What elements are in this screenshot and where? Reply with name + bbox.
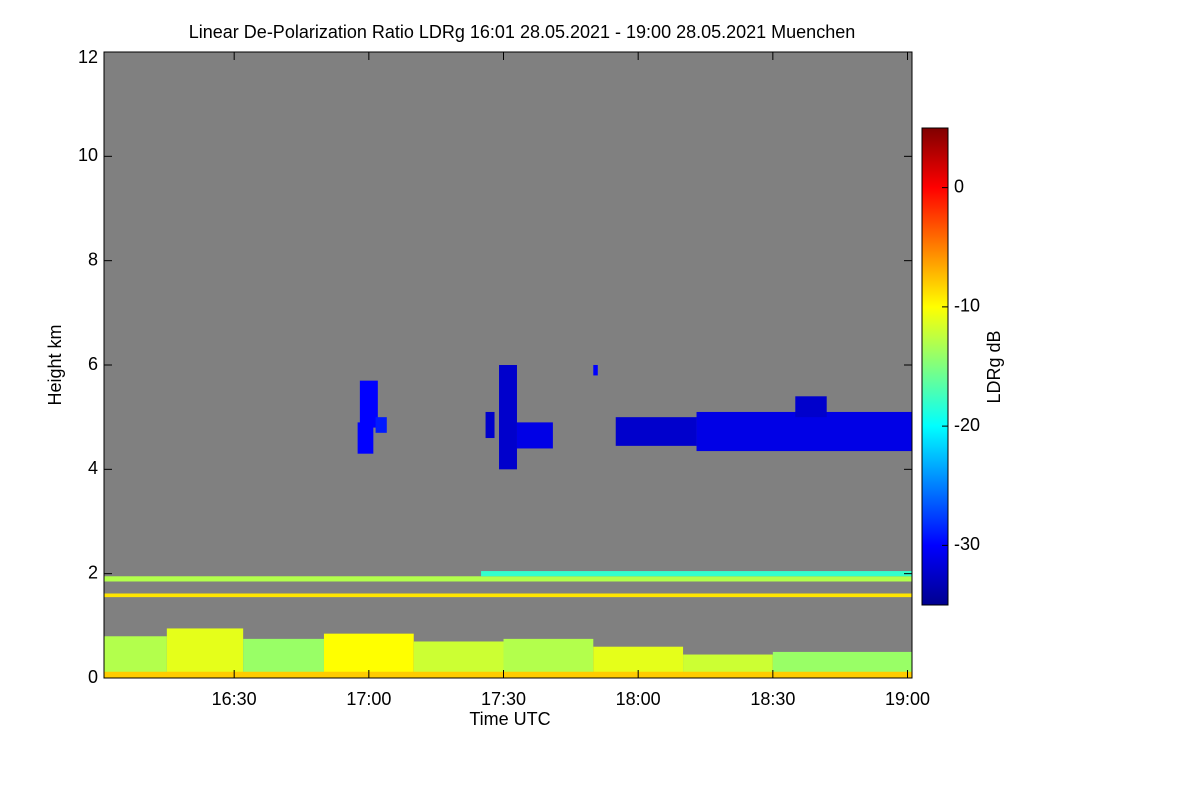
y-tick-label: 0 [88, 667, 98, 687]
colorbar-tick-label: -30 [954, 534, 980, 554]
heatmap-cell [104, 576, 912, 582]
heatmap-cell [485, 411, 495, 439]
x-tick-label: 18:00 [616, 689, 661, 709]
colorbar-tick-label: 0 [954, 176, 964, 196]
heatmap-cell [166, 628, 244, 678]
x-tick-label: 16:30 [212, 689, 257, 709]
heatmap-cell [795, 396, 827, 418]
heatmap-cell [104, 636, 167, 678]
heatmap-cell [104, 671, 912, 678]
colorbar-tick-label: -20 [954, 415, 980, 435]
heatmap-cell [375, 417, 387, 433]
y-tick-label: 12 [78, 47, 98, 67]
y-tick-label: 8 [88, 249, 98, 269]
heatmap-cell [243, 638, 324, 678]
colorbar [921, 127, 949, 606]
y-tick-label: 4 [88, 458, 98, 478]
heatmap-cell [503, 638, 594, 678]
heatmap-cell [104, 593, 912, 598]
y-tick-label: 10 [78, 145, 98, 165]
heatmap-cell [359, 380, 378, 428]
heatmap-cell [499, 365, 517, 470]
chart-title: Linear De-Polarization Ratio LDRg 16:01 … [189, 22, 855, 42]
heatmap-cell [615, 417, 697, 446]
colorbar-label: LDRg dB [984, 330, 1004, 403]
heatmap-cell [696, 411, 912, 452]
heatmap-cell [593, 365, 598, 376]
y-axis-label: Height km [45, 324, 65, 405]
x-tick-label: 17:00 [346, 689, 391, 709]
x-tick-label: 18:30 [750, 689, 795, 709]
plot-area [104, 52, 912, 678]
x-tick-label: 19:00 [885, 689, 930, 709]
x-axis-label: Time UTC [469, 709, 550, 729]
y-tick-label: 2 [88, 562, 98, 582]
y-tick-label: 6 [88, 354, 98, 374]
x-tick-label: 17:30 [481, 689, 526, 709]
heatmap-cell [357, 422, 374, 454]
heatmap-cell [516, 422, 553, 449]
colorbar-tick-label: -10 [954, 296, 980, 316]
heatmap-cell [481, 571, 912, 577]
